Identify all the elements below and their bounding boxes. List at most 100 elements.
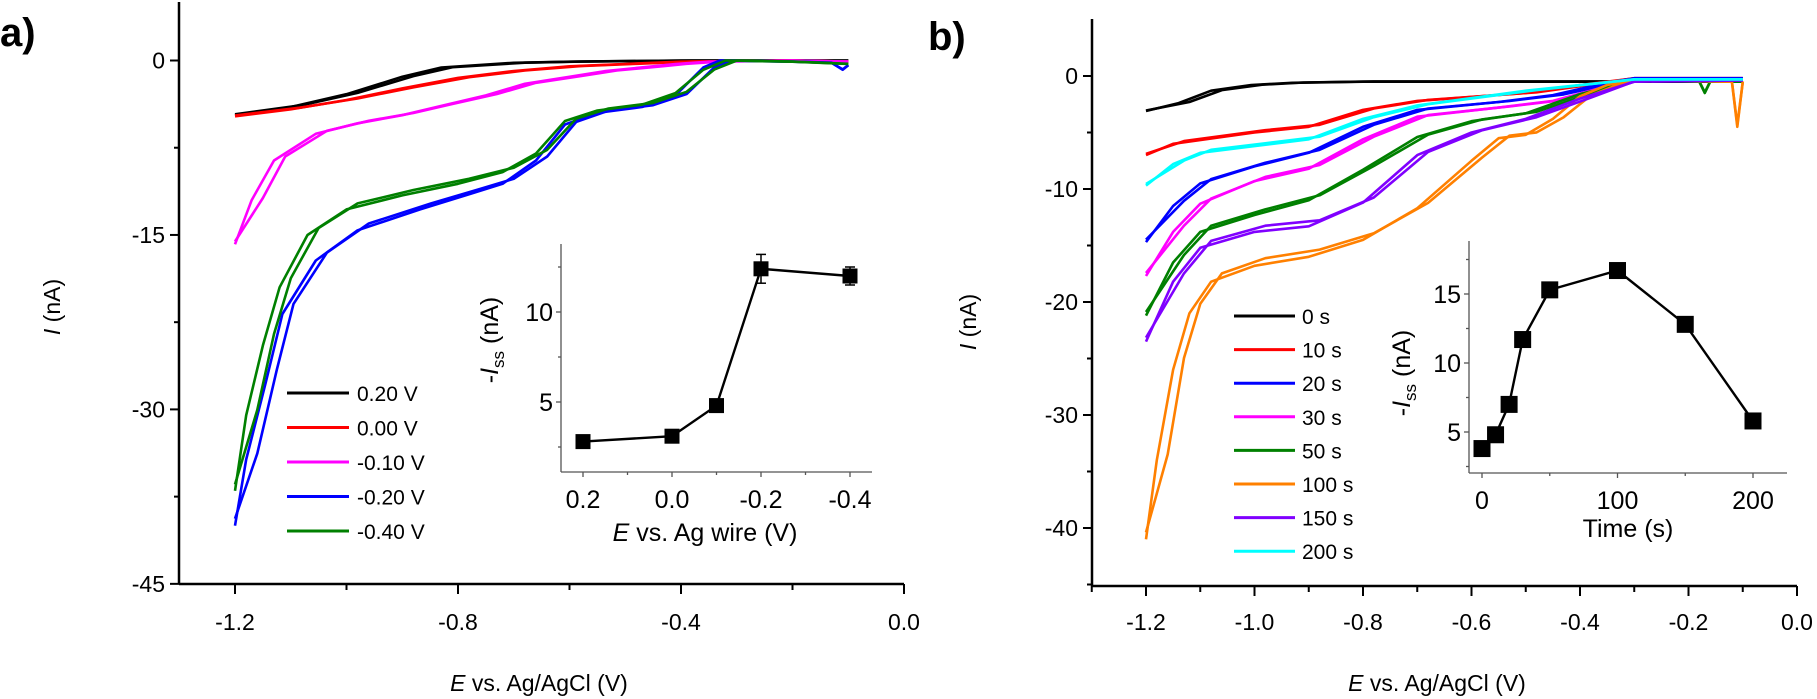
inset-y-tick-label: 10 — [1433, 350, 1461, 378]
legend-label: 0.00 V — [357, 418, 418, 441]
legend-label: 150 s — [1302, 508, 1353, 531]
inset-y-title-symbol: I — [476, 368, 504, 375]
series-line-50s — [1144, 79, 1743, 313]
x-tick-label: -0.4 — [1560, 609, 1600, 635]
y-tick-label: -30 — [1045, 402, 1078, 428]
legend-entry: -0.40 V — [287, 521, 425, 544]
inset-x-axis-title: Time (s) — [1583, 515, 1674, 543]
legend-label: 100 s — [1302, 474, 1353, 497]
inset-y-axis-title: -Iss (nA) — [476, 297, 508, 383]
x-tick-label: -0.4 — [661, 609, 701, 635]
panel-b: b)0-10-20-30-40-1.2 -1.0 -0.8 -0.6 -0.4 -0.2 0… — [928, 15, 1813, 696]
x-axis-symbol: E — [1348, 670, 1364, 696]
legend-label: 10 s — [1302, 340, 1342, 363]
x-tick-label: 0.0 — [1781, 609, 1813, 635]
inset-data-point — [709, 398, 724, 414]
inset-data-point — [1500, 395, 1518, 413]
series-line-30s — [1144, 78, 1743, 277]
legend-entry: 150 s — [1234, 508, 1353, 531]
main-axes: 0 -15 -30 -45 -1.2 -0.8 -0.4 0.0 I (nA) E vs. Ag/… — [39, 2, 920, 696]
legend-entry: 10 s — [1234, 340, 1342, 363]
inset-chart: 5 10 0.2 0.0 -0.2 -0.4 -Iss (nA) E vs. Ag wire … — [476, 244, 872, 547]
inset-data-point — [1609, 262, 1626, 280]
y-axis-title: I (nA) — [955, 294, 981, 350]
inset-y-tick-label: 5 — [539, 389, 553, 417]
y-tick-label: -30 — [132, 396, 165, 422]
inset-data-point — [1541, 281, 1559, 299]
y-axis-symbol: I — [955, 343, 981, 350]
y-tick-label: -45 — [132, 571, 165, 597]
x-tick-label: -0.2 — [1669, 609, 1709, 635]
x-tick-label: -1.2 — [215, 609, 255, 635]
legend-label: 0 s — [1302, 306, 1330, 329]
panel-label: b) — [928, 15, 966, 59]
y-tick-label: -10 — [1045, 176, 1078, 202]
main-axes: 0-10-20-30-40-1.2 -1.0 -0.8 -0.6 -0.4 -0.2 0.0… — [955, 19, 1813, 696]
x-tick-label: -0.6 — [1452, 609, 1492, 635]
legend-entry: 50 s — [1234, 440, 1342, 463]
y-tick-label: -20 — [1045, 289, 1078, 315]
x-axis-unit: vs. Ag/AgCl (V) — [466, 670, 628, 696]
x-axis-symbol: E — [450, 670, 466, 696]
inset-y-title-subscript: ss — [1401, 384, 1420, 401]
y-axis-symbol: I — [39, 328, 65, 335]
y-tick-label: -15 — [132, 222, 165, 248]
series-line-150s — [1144, 79, 1743, 343]
legend-entry: 0 s — [1234, 306, 1330, 329]
inset-y-title-text: (nA) — [476, 297, 504, 351]
inset-y-title-text: (nA) — [1388, 330, 1416, 384]
series-line--0_40V — [233, 59, 849, 491]
x-tick-label: 0.0 — [888, 609, 920, 635]
legend-label: -0.40 V — [357, 521, 425, 544]
x-tick-label: -0.8 — [1343, 609, 1383, 635]
inset-y-tick-label: 10 — [525, 299, 553, 327]
inset-x-tick-label: 0.2 — [566, 486, 601, 514]
inset-data-point — [1744, 412, 1762, 430]
x-tick-label: -1.2 — [1126, 609, 1166, 635]
x-axis-unit: vs. Ag/AgCl (V) — [1364, 670, 1526, 696]
inset-x-tick-label: 0 — [1475, 487, 1489, 515]
legend-entry: 0.20 V — [287, 383, 418, 406]
legend-entry: -0.20 V — [287, 487, 425, 510]
y-tick-label: 0 — [1065, 63, 1078, 89]
inset-y-tick-label: 15 — [1433, 281, 1461, 309]
inset-series-line — [1481, 269, 1754, 450]
inset-series-line — [582, 267, 851, 443]
inset-data-point — [1514, 331, 1532, 349]
inset-x-tick-label: -0.4 — [828, 486, 871, 514]
inset-data-point — [1473, 440, 1491, 458]
y-tick-label: -40 — [1045, 515, 1078, 541]
inset-data-point — [753, 261, 769, 277]
legend-entry: 0.00 V — [287, 418, 418, 441]
panel-label: a) — [0, 11, 36, 55]
legend-label: 30 s — [1302, 407, 1342, 430]
legend-entry: 100 s — [1234, 474, 1353, 497]
inset-y-title-symbol: I — [1388, 401, 1416, 408]
inset-y-title-prefix: - — [476, 375, 504, 383]
inset-x-tick-label: -0.2 — [739, 486, 782, 514]
inset-data-point — [664, 428, 680, 444]
inset-chart: 5 10 15 0 100 200 -Iss (nA) Time (s) — [1388, 241, 1787, 543]
series-line-200s — [1145, 78, 1743, 187]
legend-label: 50 s — [1302, 440, 1342, 463]
legend-label: 200 s — [1302, 541, 1353, 564]
legend-entry: 30 s — [1234, 407, 1342, 430]
inset-data-point — [575, 434, 591, 450]
series-line-150s — [1144, 79, 1743, 339]
inset-y-axis-title: -Iss (nA) — [1388, 330, 1420, 416]
y-axis-title: I (nA) — [39, 279, 65, 335]
inset-x-tick-label: 0.0 — [655, 486, 690, 514]
x-tick-label: -0.8 — [438, 609, 478, 635]
inset-y-title-prefix: - — [1388, 408, 1416, 416]
inset-x-tick-label: 100 — [1597, 487, 1639, 515]
inset-y-tick-label: 5 — [1447, 419, 1461, 447]
y-tick-label: 0 — [152, 48, 165, 74]
inset-x-title-text: vs. Ag wire (V) — [629, 519, 797, 547]
inset-x-title-text: Time (s) — [1583, 515, 1674, 543]
x-tick-label: -1.0 — [1235, 609, 1275, 635]
inset-x-axis-title: E vs. Ag wire (V) — [613, 519, 798, 547]
legend: 0 s 10 s 20 s 30 s 50 s 100 s 150 s 200 s — [1234, 306, 1353, 564]
series-line--0_20V — [233, 59, 850, 520]
inset-y-title-subscript: ss — [489, 351, 508, 368]
